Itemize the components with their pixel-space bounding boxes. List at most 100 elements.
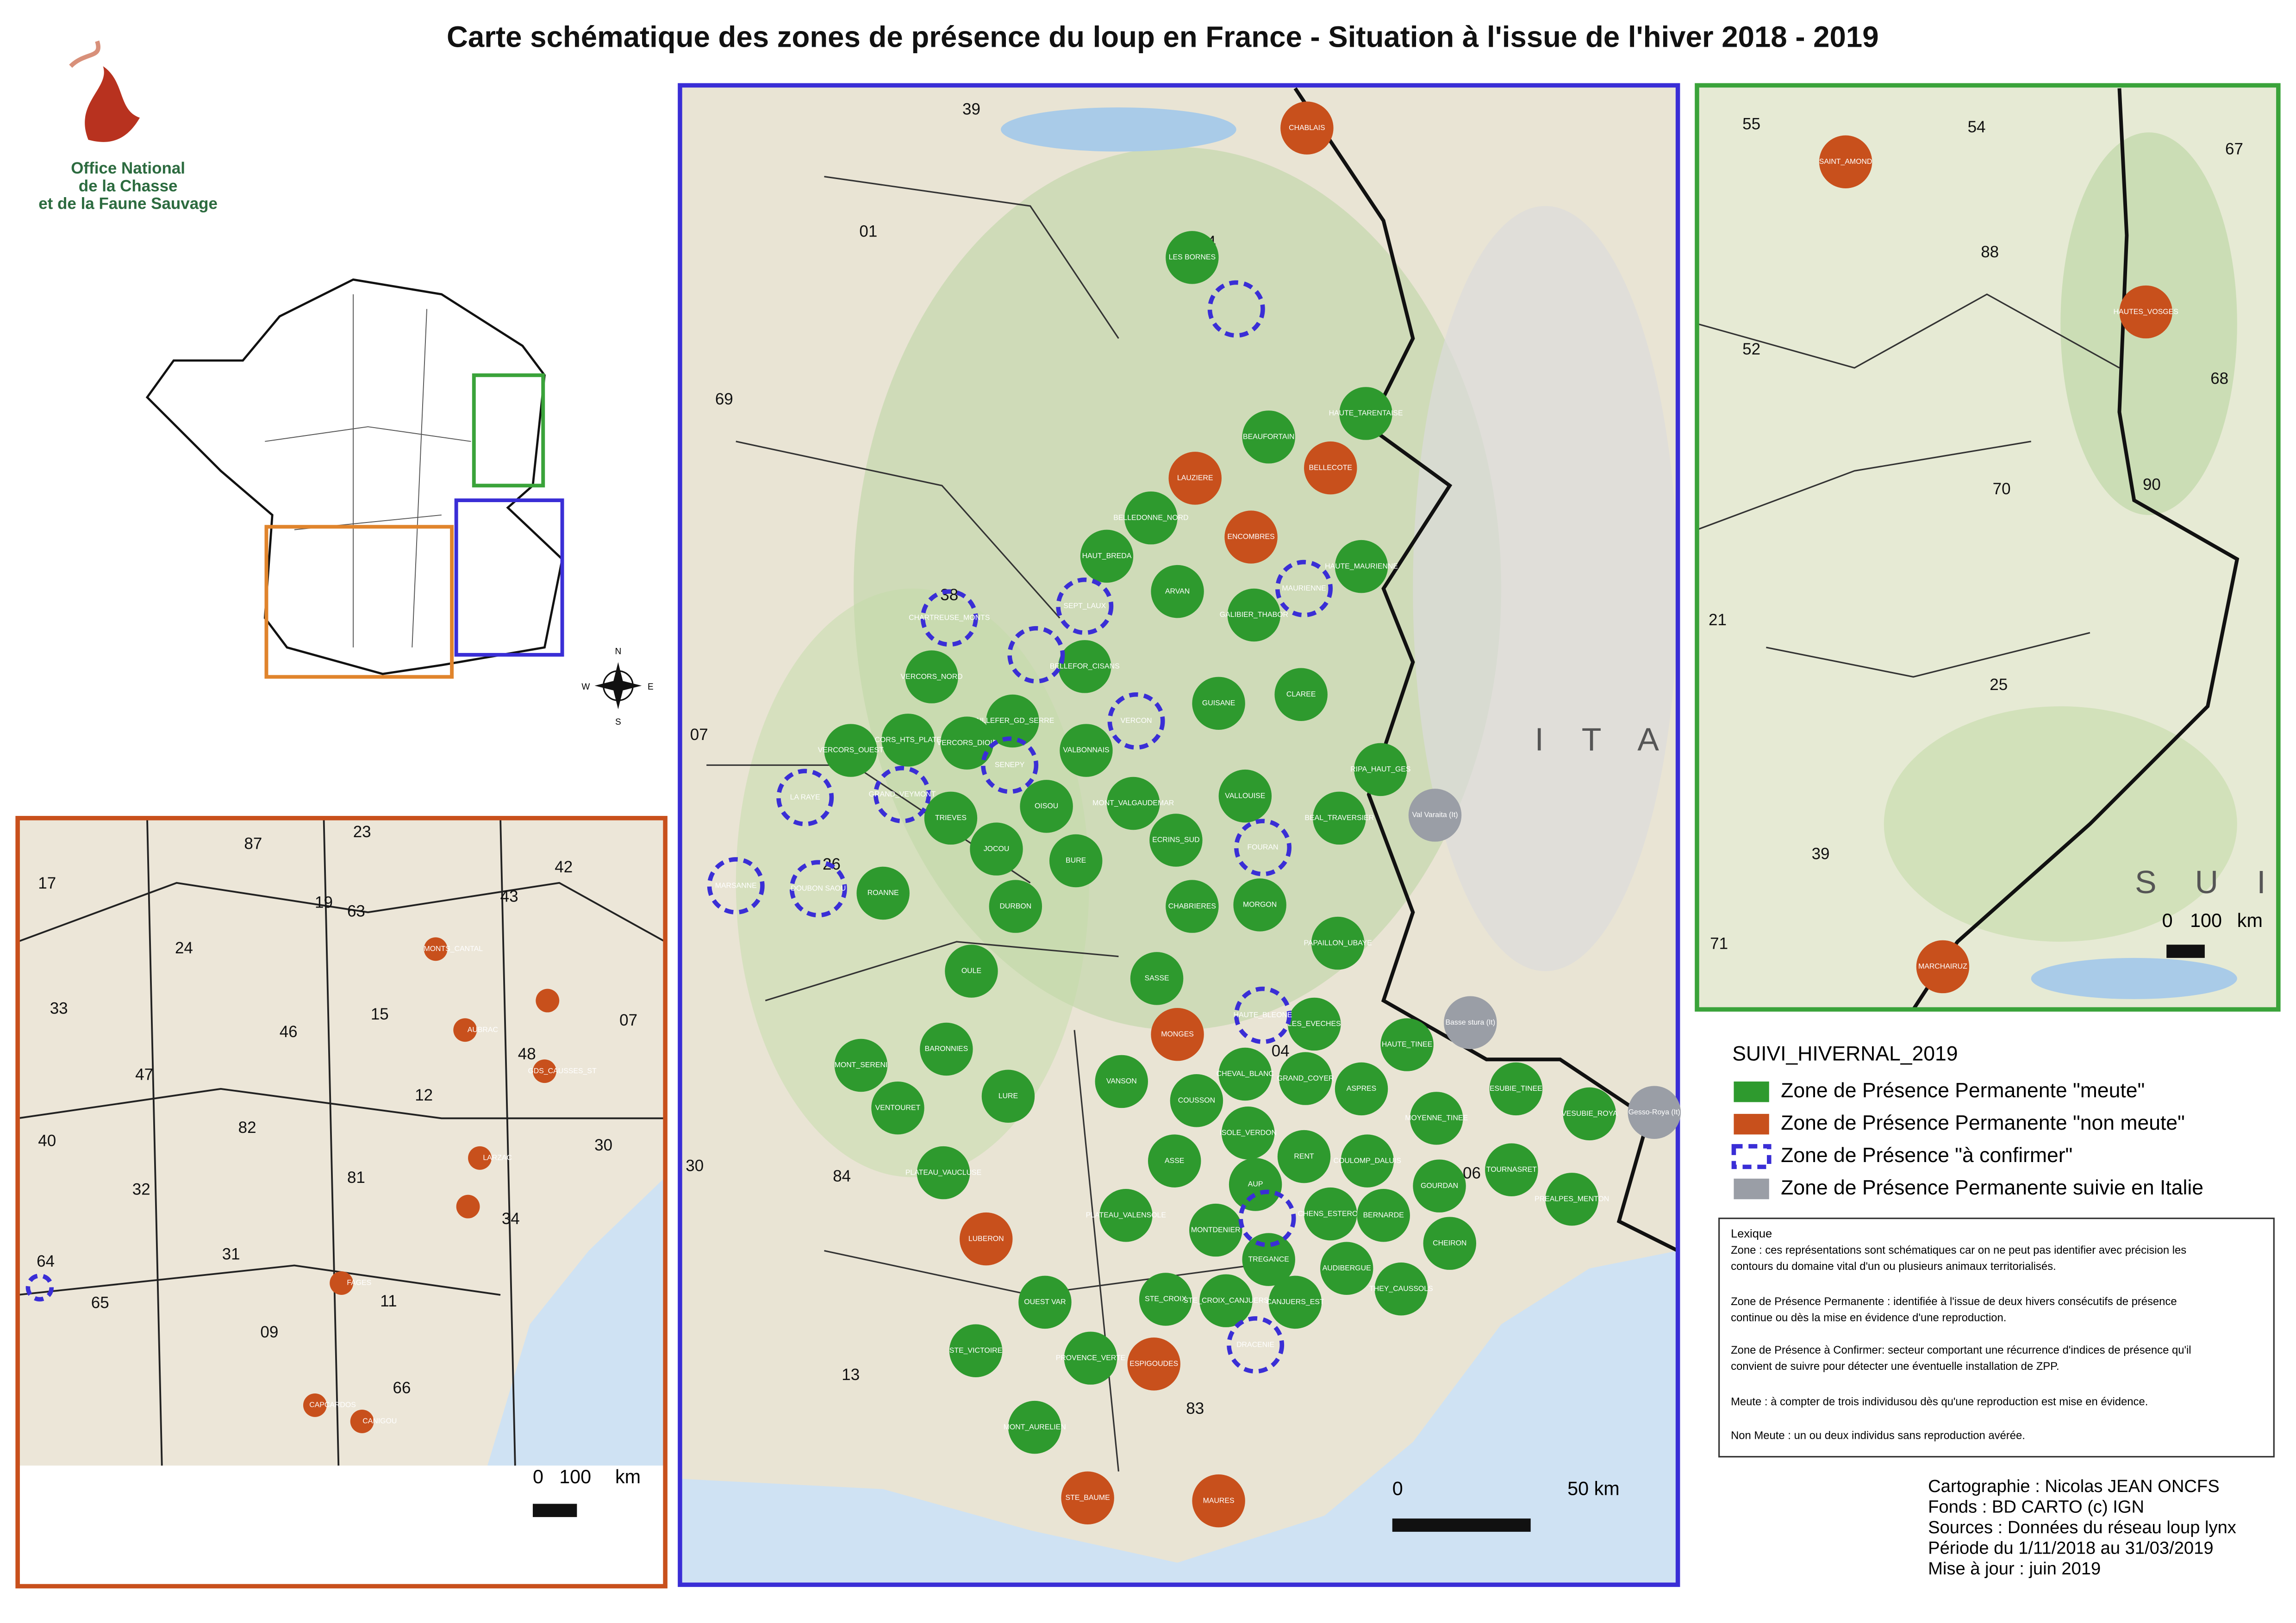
department-number: 38 — [940, 586, 958, 604]
zone-marker — [856, 866, 910, 920]
zone-label: THEY_CAUSSOLS — [1369, 1285, 1433, 1293]
zone-label: CHARTREUSE_MONTS — [909, 614, 990, 622]
zone-label: STE_CROIX — [1145, 1295, 1186, 1303]
zone-marker — [1628, 1086, 1681, 1139]
zone-label: CANJUERS_EST — [1266, 1298, 1324, 1306]
zone-label: MAURIENNE — [1282, 585, 1326, 592]
zone-label: MORGON — [1243, 901, 1277, 909]
zone-marker — [960, 1212, 1013, 1266]
zone-marker — [1339, 387, 1392, 440]
zone-marker — [1234, 986, 1292, 1044]
inset-frame-northeast — [472, 373, 545, 488]
zone-label: VALLOUISE — [1225, 792, 1265, 800]
zone-marker — [1277, 1130, 1331, 1183]
zone-marker — [1320, 1242, 1373, 1295]
zone-marker — [1819, 135, 1872, 188]
zone-label: CHENS_ESTERON — [1298, 1210, 1363, 1218]
zone-label: PLATEAU_VAUCLUSE — [905, 1169, 981, 1176]
relief — [1413, 206, 1678, 971]
zone-marker — [789, 860, 847, 918]
department-number: 54 — [1968, 118, 1986, 136]
zone-label: ECRINS_SUD — [1152, 836, 1199, 844]
zone-label: ENCOMBRES — [1227, 533, 1274, 541]
zone-label: GDS_CAUSSES_ST — [528, 1067, 597, 1075]
zone-label: CHEIRON — [1433, 1239, 1466, 1247]
zone-label: VESUBIE_ROYA — [1561, 1110, 1618, 1118]
zone-label: OUEST VAR — [1024, 1298, 1066, 1306]
logo-line: et de la Faune Sauvage — [38, 194, 218, 212]
zone-marker — [1563, 1087, 1616, 1141]
scale-bar — [2166, 945, 2205, 958]
department-number: 39 — [1812, 845, 1830, 863]
department-number: 47 — [135, 1065, 153, 1083]
department-number: 63 — [347, 902, 365, 920]
zone-label: VENTOURET — [875, 1104, 921, 1112]
zone-marker — [1192, 677, 1245, 730]
zone-label: CLAREE — [1286, 690, 1316, 698]
department-number: 06 — [1463, 1164, 1481, 1182]
zone-marker — [1227, 588, 1281, 642]
legend-swatch — [1734, 1081, 1769, 1102]
lexique-line: Non Meute : un ou deux individus sans re… — [1731, 1430, 2025, 1442]
legend-swatch — [1734, 1113, 1769, 1135]
zone-label: PLATEAU_VALENSOLE — [1086, 1211, 1166, 1219]
zone-label: LES_EVECHES — [1288, 1020, 1341, 1028]
zone-marker — [468, 1146, 492, 1170]
zone-label: VERCON — [1121, 717, 1152, 725]
logo-mark — [85, 66, 140, 142]
zone-marker — [1238, 1189, 1296, 1247]
zone-label: ASSE — [1165, 1157, 1184, 1165]
zone-marker — [924, 791, 978, 845]
zone-marker — [424, 937, 448, 961]
credit-line: Période du 1/11/2018 au 31/03/2019 — [1928, 1538, 2213, 1558]
zone-label: VERCORS_DIOIS — [937, 739, 998, 747]
zone-marker — [1268, 1275, 1322, 1329]
department-number: 34 — [502, 1210, 520, 1228]
zone-label: SEPT_LAUX — [1063, 602, 1106, 610]
scale-label: 0 — [2162, 910, 2173, 931]
legend-swatch — [1731, 1144, 1772, 1169]
scale-label: km — [615, 1466, 641, 1487]
title: Carte schématique des zones de présence … — [447, 21, 1879, 54]
zone-label: CHABRIERES — [1168, 902, 1216, 910]
zone-marker — [1049, 834, 1103, 888]
zone-marker — [1234, 819, 1292, 877]
zone-label: STE_BAUME — [1066, 1494, 1110, 1502]
department-number: 69 — [715, 390, 733, 408]
zone-marker — [303, 1393, 327, 1417]
zone-marker — [1218, 769, 1272, 823]
zone-marker — [1099, 1189, 1153, 1242]
scale-label: 0 — [1392, 1478, 1403, 1499]
department-number: 11 — [380, 1292, 397, 1310]
zone-marker — [1423, 1217, 1477, 1270]
zone-marker — [920, 1022, 973, 1076]
zone-marker — [920, 589, 978, 647]
department-number: 01 — [859, 223, 877, 241]
scale-label: 0 — [533, 1466, 543, 1487]
zone-marker — [1095, 1055, 1148, 1108]
zone-label: LAUZIERE — [1177, 474, 1213, 482]
inset-border — [15, 816, 668, 1589]
department-number: 81 — [347, 1169, 365, 1187]
zone-marker — [1341, 1134, 1394, 1188]
legend-label: Zone de Présence "à confirmer" — [1781, 1144, 2072, 1167]
department-number: 30 — [594, 1136, 612, 1154]
scale-label: km — [2237, 910, 2263, 931]
compass-letter: W — [581, 682, 590, 692]
department-number: 88 — [1981, 243, 1999, 261]
zone-marker — [1485, 1143, 1538, 1196]
zone-marker — [1357, 1189, 1410, 1242]
zone-marker — [1227, 1316, 1285, 1374]
zone-marker — [1139, 1273, 1192, 1326]
zone-marker — [1242, 1233, 1295, 1286]
zone-marker — [1199, 1274, 1253, 1327]
department-number: 71 — [1710, 934, 1728, 952]
department-number: 82 — [238, 1119, 256, 1137]
zone-marker — [1380, 1018, 1434, 1071]
department-number: 39 — [962, 100, 980, 118]
zone-label: CANIGOU — [362, 1418, 397, 1425]
zone-marker — [989, 880, 1042, 933]
